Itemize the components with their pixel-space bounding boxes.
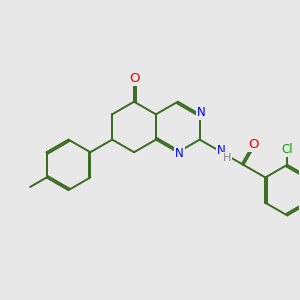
Text: Cl: Cl (281, 143, 293, 156)
Text: O: O (129, 72, 139, 85)
Text: N: N (217, 144, 226, 157)
Text: N: N (197, 106, 206, 119)
Text: H: H (223, 153, 231, 163)
Text: N: N (175, 147, 184, 160)
Text: O: O (248, 138, 259, 151)
